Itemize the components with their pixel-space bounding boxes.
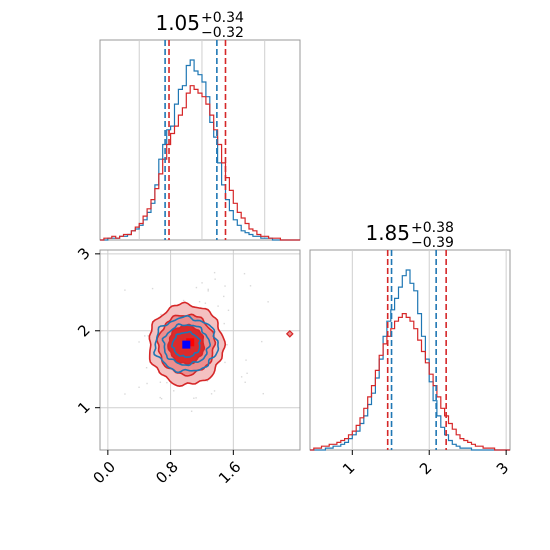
contour-blue-0 (153, 314, 220, 374)
scatter-point (198, 301, 201, 303)
marginal-x2-panel: 1 2 3 1.85 +0.38 −0.39 (309, 220, 512, 478)
scatter-point (151, 287, 154, 290)
histogram-series-1 (310, 313, 510, 451)
scatter-point (207, 290, 209, 292)
marginal-x2-title-plus: +0.38 (411, 220, 454, 236)
scatter-point (195, 286, 198, 289)
scatter-point (206, 380, 209, 382)
scatter-point (213, 271, 216, 274)
x1-tick-label-1: 0.8 (152, 458, 182, 488)
x2-tick-label-0: 1 (339, 459, 358, 478)
scatter-point (173, 390, 175, 392)
joint-frame (99, 249, 301, 451)
scatter-point (214, 278, 216, 280)
scatter-point (207, 288, 209, 291)
marginal-x1-frame (99, 39, 301, 241)
y-tick-label-1: 2 (74, 321, 93, 340)
scatter-point (124, 289, 126, 291)
contour-blue-1 (161, 323, 212, 367)
scatter-point (223, 295, 225, 298)
scatter-point (224, 285, 226, 287)
scatter-point (240, 376, 243, 378)
scatter-point (138, 341, 140, 343)
scatter-point (190, 410, 193, 412)
scatter-point (201, 282, 203, 284)
x2-tick-label-1: 2 (416, 459, 435, 478)
contour-red-satellite (285, 329, 294, 338)
marginal-x2-title-median: 1.85 (365, 221, 410, 245)
joint-x1-x2-panel: 0.0 0.8 1.6 1 2 3 (74, 244, 301, 488)
scatter-point (144, 335, 146, 337)
scatter-point (193, 397, 195, 399)
scatter-point (124, 393, 126, 395)
scatter-point (217, 305, 219, 307)
y-tick-label-0: 1 (74, 398, 93, 417)
scatter-point (226, 344, 228, 346)
scatter-point (195, 397, 197, 399)
scatter-point (182, 299, 185, 302)
marginal-x1-panel: 1.05 +0.34 −0.32 (99, 10, 301, 241)
marginal-x1-title-minus: −0.32 (201, 25, 244, 41)
scatter-point (267, 301, 269, 303)
histogram-series-0 (100, 59, 300, 241)
scatter-point (227, 309, 230, 312)
contour-blue-2 (171, 330, 202, 358)
scatter-point (147, 335, 149, 337)
marginal-x1-title-plus: +0.34 (201, 10, 244, 26)
scatter-point (244, 381, 246, 383)
scatter-point (146, 382, 148, 385)
scatter-point (261, 340, 263, 343)
x1-tick-label-0: 0.0 (90, 458, 120, 488)
histogram-series-1 (100, 85, 300, 241)
scatter-point (262, 392, 264, 395)
marginal-x2-frame (309, 249, 511, 451)
scatter-point (160, 397, 163, 400)
scatter-point (159, 396, 161, 399)
scatter-point (145, 367, 148, 369)
scatter-point (249, 285, 252, 287)
marginal-x2-title-minus: −0.39 (411, 235, 454, 251)
scatter-point (246, 372, 248, 374)
y-tick-label-2: 3 (74, 244, 93, 263)
scatter-point (213, 390, 216, 392)
scatter-point (138, 386, 140, 388)
x1-tick-label-2: 1.6 (215, 458, 245, 488)
scatter-point (224, 361, 226, 364)
histogram-series-0 (310, 269, 510, 451)
scatter-point (204, 302, 207, 304)
marker-series-1 (182, 340, 191, 349)
scatter-point (223, 322, 225, 325)
scatter-point (160, 313, 162, 316)
scatter-point (166, 381, 168, 384)
scatter-point (210, 393, 213, 395)
scatter-point (159, 381, 162, 383)
marginal-x1-title-median: 1.05 (155, 11, 200, 35)
x2-tick-label-2: 3 (493, 459, 512, 478)
scatter-point (243, 272, 246, 275)
scatter-point (245, 359, 247, 361)
